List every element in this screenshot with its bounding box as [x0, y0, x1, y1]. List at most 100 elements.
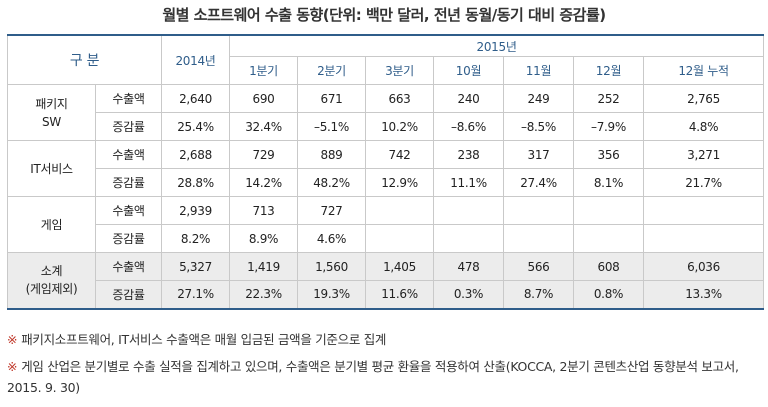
table-cell: 478: [433, 252, 504, 281]
table-cell: 8.7%: [503, 280, 574, 309]
table-cell: 19.3%: [297, 280, 366, 309]
note-mark: ※: [7, 359, 18, 374]
value-2014: 2,688: [161, 140, 230, 169]
table-cell: 2,765: [642, 84, 765, 113]
period-header: 10월: [433, 56, 504, 85]
table-cell: [365, 196, 434, 225]
table-cell: 671: [297, 84, 366, 113]
period-header: 2분기: [297, 56, 366, 85]
table-row: 소계 (게임제외) 수출액 5,327 1,419 1,560 1,405 478 566 60…: [7, 252, 765, 309]
table-cell: 727: [297, 196, 366, 225]
metric-label: 증감률: [95, 280, 162, 309]
category-header: 구 분: [7, 34, 162, 85]
table-cell: 742: [365, 140, 434, 169]
table-cell: 22.3%: [229, 280, 298, 309]
table-cell: [503, 196, 574, 225]
year-2015-header: 2015년: [228, 34, 765, 58]
value-2014: 2,939: [161, 196, 230, 225]
table-cell: 1,405: [365, 252, 434, 281]
note-text: 게임 산업은 분기별로 수출 실적을 집계하고 있으며, 수출액은 분기별 평균…: [7, 359, 739, 395]
metric-label: 증감률: [95, 168, 162, 197]
table-cell: 4.8%: [642, 112, 765, 141]
value-2014: 2,640: [161, 84, 230, 113]
table-cell: –8.6%: [433, 112, 504, 141]
table-cell: 1,560: [297, 252, 366, 281]
table-cell: [433, 224, 504, 253]
table-cell: 566: [503, 252, 574, 281]
table-cell: 12.9%: [365, 168, 434, 197]
footnote: ※ 게임 산업은 분기별로 수출 실적을 집계하고 있으며, 수출액은 분기별 평…: [7, 356, 763, 398]
metric-label: 수출액: [95, 252, 162, 281]
note-text: 패키지소프트웨어, IT서비스 수출액은 매월 입금된 금액을 기준으로 집계: [21, 332, 387, 347]
table-cell: [503, 224, 574, 253]
table-cell: 1,419: [229, 252, 298, 281]
table-cell: –7.9%: [573, 112, 644, 141]
metric-label: 증감률: [95, 224, 162, 253]
table-cell: 14.2%: [229, 168, 298, 197]
table-cell: [573, 224, 644, 253]
period-header: 1분기: [229, 56, 298, 85]
table-cell: 0.3%: [433, 280, 504, 309]
value-2014: 27.1%: [161, 280, 230, 309]
table-body: 패키지 SW 수출액 2,640 690 671 663 240 249 252 2,765 증감률…: [7, 84, 765, 309]
table-cell: [433, 196, 504, 225]
table-cell: 8.1%: [573, 168, 644, 197]
table-row: 증감률 8.2% 8.9% 4.6%: [8, 224, 765, 253]
table-cell: 252: [573, 84, 644, 113]
metric-label: 수출액: [95, 84, 162, 113]
table-row: 패키지 SW 수출액 2,640 690 671 663 240 249 252 2,765: [7, 84, 765, 141]
table-cell: 317: [503, 140, 574, 169]
row-category: 게임: [7, 196, 96, 253]
table-cell: 240: [433, 84, 504, 113]
table-cell: 32.4%: [229, 112, 298, 141]
metric-label: 수출액: [95, 196, 162, 225]
table-cell: 889: [297, 140, 366, 169]
table-title: 월별 소프트웨어 수출 동향(단위: 백만 달러, 전년 동월/동기 대비 증감…: [162, 6, 606, 24]
period-header: 3분기: [365, 56, 434, 85]
table-cell: 11.1%: [433, 168, 504, 197]
row-category: IT서비스: [7, 140, 96, 197]
table-cell: 4.6%: [297, 224, 366, 253]
value-2014: 25.4%: [161, 112, 230, 141]
table-cell: 13.3%: [642, 280, 765, 309]
table-cell: 6,036: [642, 252, 765, 281]
table-cell: 27.4%: [503, 168, 574, 197]
table-cell: 608: [573, 252, 644, 281]
table-cell: –5.1%: [297, 112, 366, 141]
table-cell: [573, 196, 644, 225]
table-row: IT서비스 수출액 2,688 729 889 742 238 317 356 3,271: [7, 140, 765, 197]
year-2014-header: 2014년: [161, 34, 230, 85]
table-cell: –8.5%: [503, 112, 574, 141]
table-cell: 663: [365, 84, 434, 113]
table-cell: 3,271: [642, 140, 765, 169]
row-category: 패키지 SW: [7, 84, 96, 141]
table-row: 증감률 28.8% 14.2% 48.2% 12.9% 11.1% 27.4% 8.1% 21.…: [8, 168, 765, 197]
table-row: 증감률 25.4% 32.4% –5.1% 10.2% –8.6% –8.5% –7.9% 4.…: [8, 112, 765, 141]
metric-label: 수출액: [95, 140, 162, 169]
table-cell: 48.2%: [297, 168, 366, 197]
table-cell: 11.6%: [365, 280, 434, 309]
table-cell: 21.7%: [642, 168, 765, 197]
value-2014: 8.2%: [161, 224, 230, 253]
table-cell: 713: [229, 196, 298, 225]
table-cell: 690: [229, 84, 298, 113]
value-2014: 28.8%: [161, 168, 230, 197]
table-cell: 8.9%: [229, 224, 298, 253]
table-cell: 249: [503, 84, 574, 113]
metric-label: 증감률: [95, 112, 162, 141]
row-category: 소계 (게임제외): [7, 252, 96, 309]
value-2014: 5,327: [161, 252, 230, 281]
table-cell: 238: [433, 140, 504, 169]
table-cell: [642, 196, 765, 225]
table-row: 게임 수출액 2,939 713 727: [7, 196, 765, 253]
table-cell: 10.2%: [365, 112, 434, 141]
note-mark: ※: [7, 332, 18, 347]
table-cell: 729: [229, 140, 298, 169]
period-header: 12월: [573, 56, 644, 85]
footnote: ※ 패키지소프트웨어, IT서비스 수출액은 매월 입금된 금액을 기준으로 집계: [7, 329, 763, 348]
table-cell: 0.8%: [573, 280, 644, 309]
table-cell: [642, 224, 765, 253]
table-cell: 356: [573, 140, 644, 169]
table-row: 증감률 27.1% 22.3% 19.3% 11.6% 0.3% 8.7% 0.8% 13.3%: [8, 280, 765, 309]
period-header: 11월: [503, 56, 574, 85]
